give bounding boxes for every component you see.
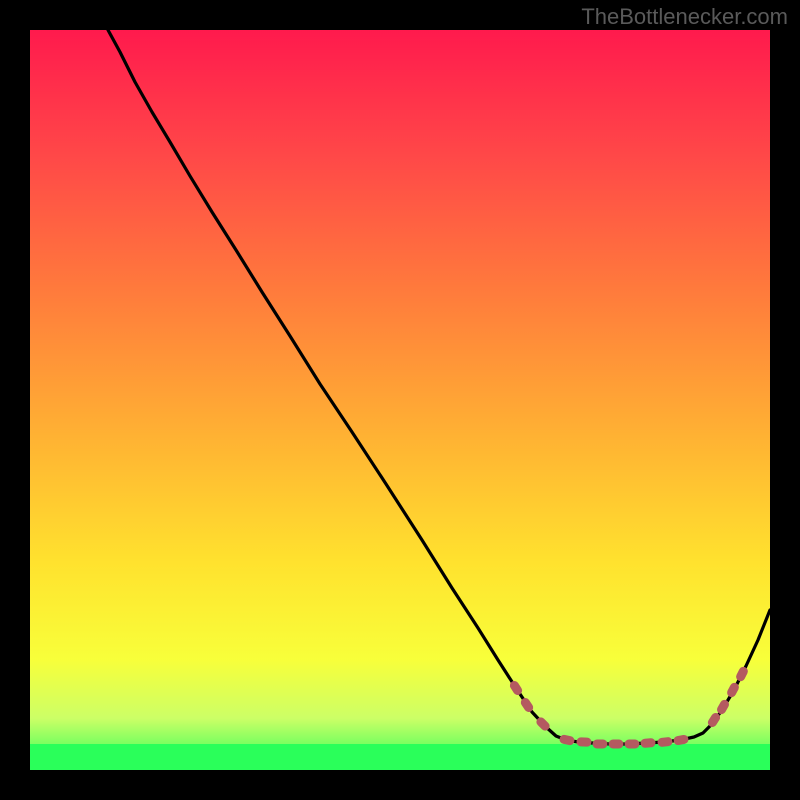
- watermark-text: TheBottlenecker.com: [581, 4, 788, 30]
- plot-gradient-background: [30, 30, 770, 770]
- chart-canvas: TheBottlenecker.com: [0, 0, 800, 800]
- optimal-zone-band: [30, 744, 770, 770]
